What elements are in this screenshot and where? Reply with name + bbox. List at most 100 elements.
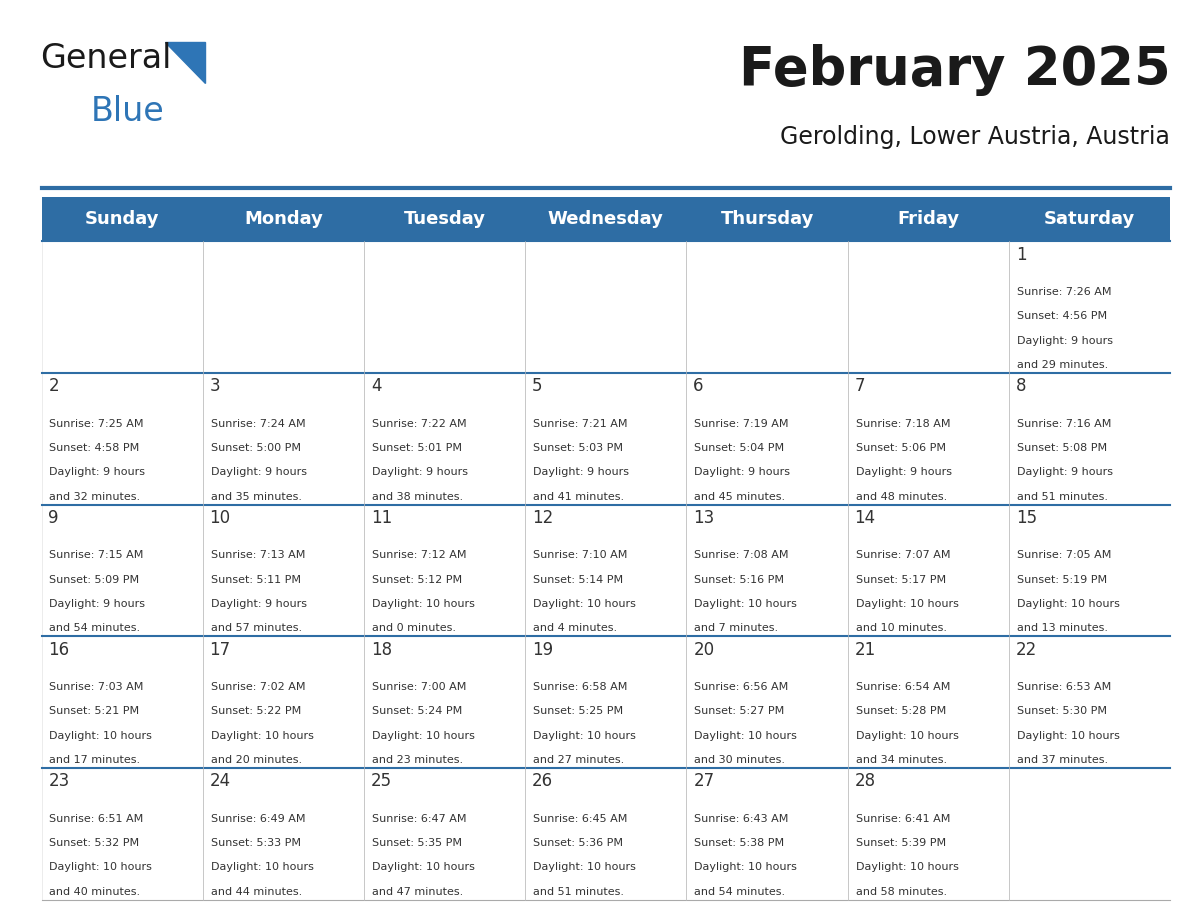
Bar	[687, 373, 848, 505]
Text: 27: 27	[694, 772, 714, 790]
Text: Daylight: 10 hours: Daylight: 10 hours	[855, 731, 959, 741]
Text: Daylight: 9 hours: Daylight: 9 hours	[533, 467, 630, 477]
Text: Daylight: 10 hours: Daylight: 10 hours	[533, 862, 636, 872]
Bar	[364, 636, 525, 768]
Text: Sunset: 5:00 PM: Sunset: 5:00 PM	[210, 443, 301, 453]
Text: Sunrise: 7:24 AM: Sunrise: 7:24 AM	[210, 419, 305, 429]
Text: Sunset: 5:22 PM: Sunset: 5:22 PM	[210, 706, 301, 716]
Text: Daylight: 9 hours: Daylight: 9 hours	[210, 467, 307, 477]
Text: Daylight: 9 hours: Daylight: 9 hours	[855, 467, 952, 477]
Text: 4: 4	[371, 377, 381, 396]
Text: Sunrise: 7:13 AM: Sunrise: 7:13 AM	[210, 551, 305, 560]
Text: 28: 28	[854, 772, 876, 790]
Bar	[364, 197, 525, 241]
Text: and 41 minutes.: and 41 minutes.	[533, 492, 624, 502]
Text: Sunrise: 6:56 AM: Sunrise: 6:56 AM	[695, 682, 789, 692]
Text: and 20 minutes.: and 20 minutes.	[210, 756, 302, 765]
Bar	[848, 197, 1009, 241]
Text: Sunrise: 6:51 AM: Sunrise: 6:51 AM	[50, 813, 144, 823]
Bar	[1009, 505, 1170, 636]
Text: 1: 1	[1016, 246, 1026, 263]
Text: Daylight: 10 hours: Daylight: 10 hours	[372, 731, 475, 741]
Text: Sunset: 5:12 PM: Sunset: 5:12 PM	[372, 575, 462, 585]
Bar	[687, 241, 848, 373]
Bar	[525, 373, 687, 505]
Bar	[203, 197, 364, 241]
Text: Sunset: 5:06 PM: Sunset: 5:06 PM	[855, 443, 946, 453]
Text: 14: 14	[854, 509, 876, 527]
Bar	[525, 768, 687, 900]
Text: Blue: Blue	[91, 95, 165, 128]
Text: Sunrise: 7:12 AM: Sunrise: 7:12 AM	[372, 551, 467, 560]
Text: Sunrise: 7:22 AM: Sunrise: 7:22 AM	[372, 419, 467, 429]
Bar	[848, 241, 1009, 373]
Text: Sunrise: 7:00 AM: Sunrise: 7:00 AM	[372, 682, 467, 692]
Text: 2: 2	[49, 377, 59, 396]
Bar	[42, 636, 203, 768]
Text: and 10 minutes.: and 10 minutes.	[855, 623, 947, 633]
Text: Monday: Monday	[244, 210, 323, 229]
Text: Daylight: 10 hours: Daylight: 10 hours	[50, 862, 152, 872]
Text: 16: 16	[49, 641, 69, 658]
Text: Sunset: 5:21 PM: Sunset: 5:21 PM	[50, 706, 140, 716]
Bar	[203, 373, 364, 505]
Text: Daylight: 10 hours: Daylight: 10 hours	[855, 862, 959, 872]
Text: Sunrise: 7:03 AM: Sunrise: 7:03 AM	[50, 682, 144, 692]
Bar	[364, 241, 525, 373]
Text: Sunrise: 7:15 AM: Sunrise: 7:15 AM	[50, 551, 144, 560]
Text: 25: 25	[371, 772, 392, 790]
Text: 17: 17	[209, 641, 230, 658]
Text: and 51 minutes.: and 51 minutes.	[533, 887, 624, 897]
Text: and 17 minutes.: and 17 minutes.	[50, 756, 140, 765]
Text: General: General	[40, 41, 171, 74]
Bar	[687, 505, 848, 636]
Text: and 0 minutes.: and 0 minutes.	[372, 623, 456, 633]
Text: Sunrise: 7:10 AM: Sunrise: 7:10 AM	[533, 551, 627, 560]
Text: Gerolding, Lower Austria, Austria: Gerolding, Lower Austria, Austria	[781, 125, 1170, 149]
Text: Sunrise: 6:58 AM: Sunrise: 6:58 AM	[533, 682, 627, 692]
Text: Sunset: 5:14 PM: Sunset: 5:14 PM	[533, 575, 624, 585]
Text: and 7 minutes.: and 7 minutes.	[695, 623, 778, 633]
Text: Sunset: 5:32 PM: Sunset: 5:32 PM	[50, 838, 140, 848]
Text: Daylight: 10 hours: Daylight: 10 hours	[1017, 731, 1120, 741]
Text: Wednesday: Wednesday	[548, 210, 664, 229]
Text: 21: 21	[854, 641, 876, 658]
Text: 7: 7	[854, 377, 865, 396]
Text: Daylight: 10 hours: Daylight: 10 hours	[1017, 599, 1120, 609]
Text: Sunrise: 7:25 AM: Sunrise: 7:25 AM	[50, 419, 144, 429]
Text: February 2025: February 2025	[739, 44, 1170, 96]
Text: Sunrise: 7:16 AM: Sunrise: 7:16 AM	[1017, 419, 1111, 429]
Text: Sunset: 5:08 PM: Sunset: 5:08 PM	[1017, 443, 1107, 453]
Text: 11: 11	[371, 509, 392, 527]
Bar	[42, 241, 203, 373]
Text: and 13 minutes.: and 13 minutes.	[1017, 623, 1108, 633]
Text: and 45 minutes.: and 45 minutes.	[695, 492, 785, 502]
Text: 19: 19	[532, 641, 554, 658]
Bar	[203, 505, 364, 636]
Text: Sunset: 5:33 PM: Sunset: 5:33 PM	[210, 838, 301, 848]
Text: Sunset: 5:35 PM: Sunset: 5:35 PM	[372, 838, 462, 848]
Text: Sunrise: 7:07 AM: Sunrise: 7:07 AM	[855, 551, 950, 560]
Bar	[1009, 241, 1170, 373]
Bar	[42, 197, 203, 241]
Text: Sunrise: 7:19 AM: Sunrise: 7:19 AM	[695, 419, 789, 429]
Text: and 4 minutes.: and 4 minutes.	[533, 623, 618, 633]
Text: 22: 22	[1016, 641, 1037, 658]
Text: Sunset: 5:19 PM: Sunset: 5:19 PM	[1017, 575, 1107, 585]
Bar	[848, 636, 1009, 768]
Text: 8: 8	[1016, 377, 1026, 396]
Text: Sunset: 5:04 PM: Sunset: 5:04 PM	[695, 443, 784, 453]
Bar	[848, 373, 1009, 505]
Text: Sunrise: 6:43 AM: Sunrise: 6:43 AM	[695, 813, 789, 823]
Text: 24: 24	[209, 772, 230, 790]
Bar	[1009, 768, 1170, 900]
Text: Daylight: 10 hours: Daylight: 10 hours	[695, 731, 797, 741]
Text: Sunset: 5:25 PM: Sunset: 5:25 PM	[533, 706, 624, 716]
Text: and 38 minutes.: and 38 minutes.	[372, 492, 463, 502]
Text: Saturday: Saturday	[1044, 210, 1136, 229]
Text: and 23 minutes.: and 23 minutes.	[372, 756, 463, 765]
Text: Sunrise: 6:53 AM: Sunrise: 6:53 AM	[1017, 682, 1111, 692]
Text: Sunset: 5:38 PM: Sunset: 5:38 PM	[695, 838, 784, 848]
Text: Sunset: 4:58 PM: Sunset: 4:58 PM	[50, 443, 140, 453]
Text: Daylight: 10 hours: Daylight: 10 hours	[695, 862, 797, 872]
